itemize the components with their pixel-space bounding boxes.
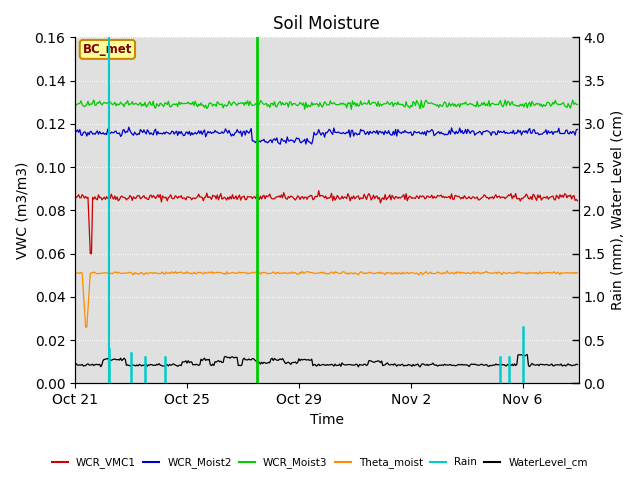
Text: BC_met: BC_met [83,43,132,56]
Y-axis label: VWC (m3/m3): VWC (m3/m3) [15,162,29,259]
X-axis label: Time: Time [310,413,344,427]
Y-axis label: Rain (mm), Water Level (cm): Rain (mm), Water Level (cm) [611,110,625,311]
Legend: WCR_VMC1, WCR_Moist2, WCR_Moist3, Theta_moist, Rain, WaterLevel_cm: WCR_VMC1, WCR_Moist2, WCR_Moist3, Theta_… [48,453,592,472]
Title: Soil Moisture: Soil Moisture [273,15,380,33]
